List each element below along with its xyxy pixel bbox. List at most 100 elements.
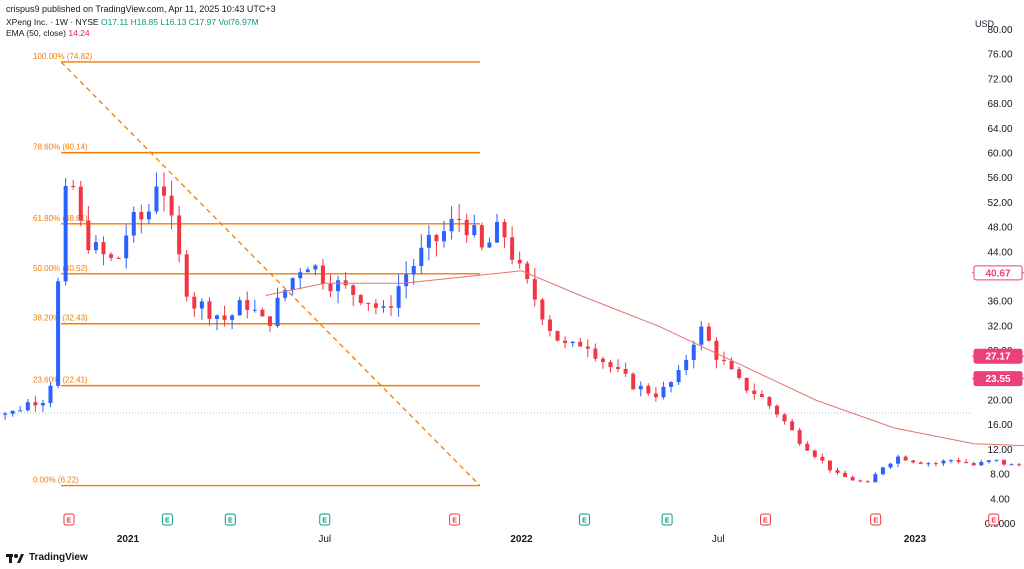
candle-body[interactable] bbox=[994, 459, 999, 461]
candle-body[interactable] bbox=[986, 460, 991, 463]
candle-body[interactable] bbox=[669, 382, 674, 387]
earnings-marker[interactable] bbox=[319, 513, 331, 526]
earnings-marker[interactable] bbox=[759, 513, 771, 526]
symbol-label[interactable]: XPeng Inc. · 1W · NYSE bbox=[6, 17, 99, 27]
candle-body[interactable] bbox=[3, 413, 8, 415]
candle-body[interactable] bbox=[1001, 459, 1006, 465]
fib-trend-line[interactable] bbox=[60, 61, 481, 487]
candle-body[interactable] bbox=[949, 460, 954, 462]
candle-body[interactable] bbox=[714, 340, 719, 360]
candle-body[interactable] bbox=[48, 385, 53, 403]
candle-body[interactable] bbox=[774, 405, 779, 415]
price-badge[interactable] bbox=[973, 265, 1023, 281]
candle-body[interactable] bbox=[336, 280, 341, 292]
candle-body[interactable] bbox=[570, 341, 575, 344]
candle-body[interactable] bbox=[25, 402, 30, 411]
tradingview-brand[interactable]: TradingView bbox=[6, 552, 88, 563]
candle-body[interactable] bbox=[222, 315, 227, 320]
candle-body[interactable] bbox=[646, 385, 651, 394]
candle-body[interactable] bbox=[759, 394, 764, 398]
earnings-marker[interactable] bbox=[870, 513, 882, 526]
candle-body[interactable] bbox=[744, 377, 749, 391]
candle-body[interactable] bbox=[33, 402, 38, 406]
candle-body[interactable] bbox=[426, 234, 431, 248]
candle-body[interactable] bbox=[941, 460, 946, 464]
candle-body[interactable] bbox=[71, 185, 76, 187]
candle-body[interactable] bbox=[434, 234, 439, 242]
candle-body[interactable] bbox=[964, 461, 969, 464]
price-badge[interactable] bbox=[973, 348, 1023, 364]
candle-body[interactable] bbox=[971, 463, 976, 466]
candle-body[interactable] bbox=[956, 460, 961, 462]
candle-body[interactable] bbox=[1017, 464, 1022, 466]
candle-body[interactable] bbox=[184, 254, 189, 297]
candle-body[interactable] bbox=[10, 410, 15, 414]
earnings-marker[interactable] bbox=[224, 513, 236, 526]
candle-body[interactable] bbox=[290, 278, 295, 291]
candle-body[interactable] bbox=[510, 237, 515, 260]
candle-body[interactable] bbox=[479, 225, 484, 248]
candle-body[interactable] bbox=[192, 296, 197, 309]
candle-body[interactable] bbox=[835, 470, 840, 473]
candle-body[interactable] bbox=[502, 221, 507, 238]
candle-body[interactable] bbox=[389, 306, 394, 308]
candle-body[interactable] bbox=[313, 265, 318, 270]
price-badge[interactable] bbox=[973, 371, 1023, 387]
candle-body[interactable] bbox=[903, 456, 908, 461]
candle-body[interactable] bbox=[442, 231, 447, 242]
candle-body[interactable] bbox=[578, 341, 583, 347]
candle-body[interactable] bbox=[888, 463, 893, 468]
candle-body[interactable] bbox=[487, 242, 492, 248]
candle-body[interactable] bbox=[737, 369, 742, 378]
candle-body[interactable] bbox=[298, 272, 303, 279]
candle-body[interactable] bbox=[918, 462, 923, 464]
candle-body[interactable] bbox=[351, 285, 356, 295]
candle-body[interactable] bbox=[684, 359, 689, 371]
candle-body[interactable] bbox=[237, 300, 242, 316]
candle-body[interactable] bbox=[850, 477, 855, 481]
candle-body[interactable] bbox=[328, 283, 333, 292]
candle-body[interactable] bbox=[616, 367, 621, 369]
candle-body[interactable] bbox=[131, 211, 136, 236]
ema-label[interactable]: EMA (50, close) bbox=[6, 28, 66, 38]
candle-body[interactable] bbox=[245, 300, 250, 310]
candle-body[interactable] bbox=[146, 211, 151, 220]
candle-body[interactable] bbox=[600, 358, 605, 363]
candle-body[interactable] bbox=[812, 450, 817, 457]
candle-body[interactable] bbox=[116, 257, 121, 259]
candle-body[interactable] bbox=[381, 306, 386, 308]
candle-body[interactable] bbox=[631, 373, 636, 390]
candle-body[interactable] bbox=[653, 393, 658, 398]
candle-body[interactable] bbox=[517, 259, 522, 264]
candle-body[interactable] bbox=[366, 302, 371, 304]
candle-body[interactable] bbox=[880, 467, 885, 475]
candle-body[interactable] bbox=[691, 344, 696, 360]
candle-body[interactable] bbox=[124, 235, 129, 259]
candle-body[interactable] bbox=[252, 309, 257, 311]
candle-body[interactable] bbox=[593, 348, 598, 359]
candle-body[interactable] bbox=[449, 218, 454, 232]
candle-body[interactable] bbox=[608, 362, 613, 368]
earnings-marker[interactable] bbox=[63, 513, 75, 526]
candle-body[interactable] bbox=[63, 185, 68, 282]
currency-label[interactable]: USD bbox=[974, 19, 994, 29]
candle-body[interactable] bbox=[767, 397, 772, 406]
candle-body[interactable] bbox=[404, 274, 409, 287]
candle-body[interactable] bbox=[457, 218, 462, 220]
candle-body[interactable] bbox=[933, 463, 938, 465]
candle-body[interactable] bbox=[18, 410, 23, 412]
candle-body[interactable] bbox=[676, 370, 681, 383]
candle-body[interactable] bbox=[320, 265, 325, 284]
ema-line[interactable] bbox=[265, 270, 1024, 467]
candle-body[interactable] bbox=[40, 402, 45, 406]
candle-body[interactable] bbox=[873, 474, 878, 483]
earnings-marker[interactable] bbox=[661, 513, 673, 526]
candle-body[interactable] bbox=[396, 286, 401, 308]
candle-body[interactable] bbox=[169, 195, 174, 216]
candle-body[interactable] bbox=[78, 186, 83, 221]
candle-body[interactable] bbox=[782, 414, 787, 422]
candle-body[interactable] bbox=[555, 330, 560, 341]
candle-body[interactable] bbox=[532, 279, 537, 300]
candle-body[interactable] bbox=[93, 242, 98, 251]
